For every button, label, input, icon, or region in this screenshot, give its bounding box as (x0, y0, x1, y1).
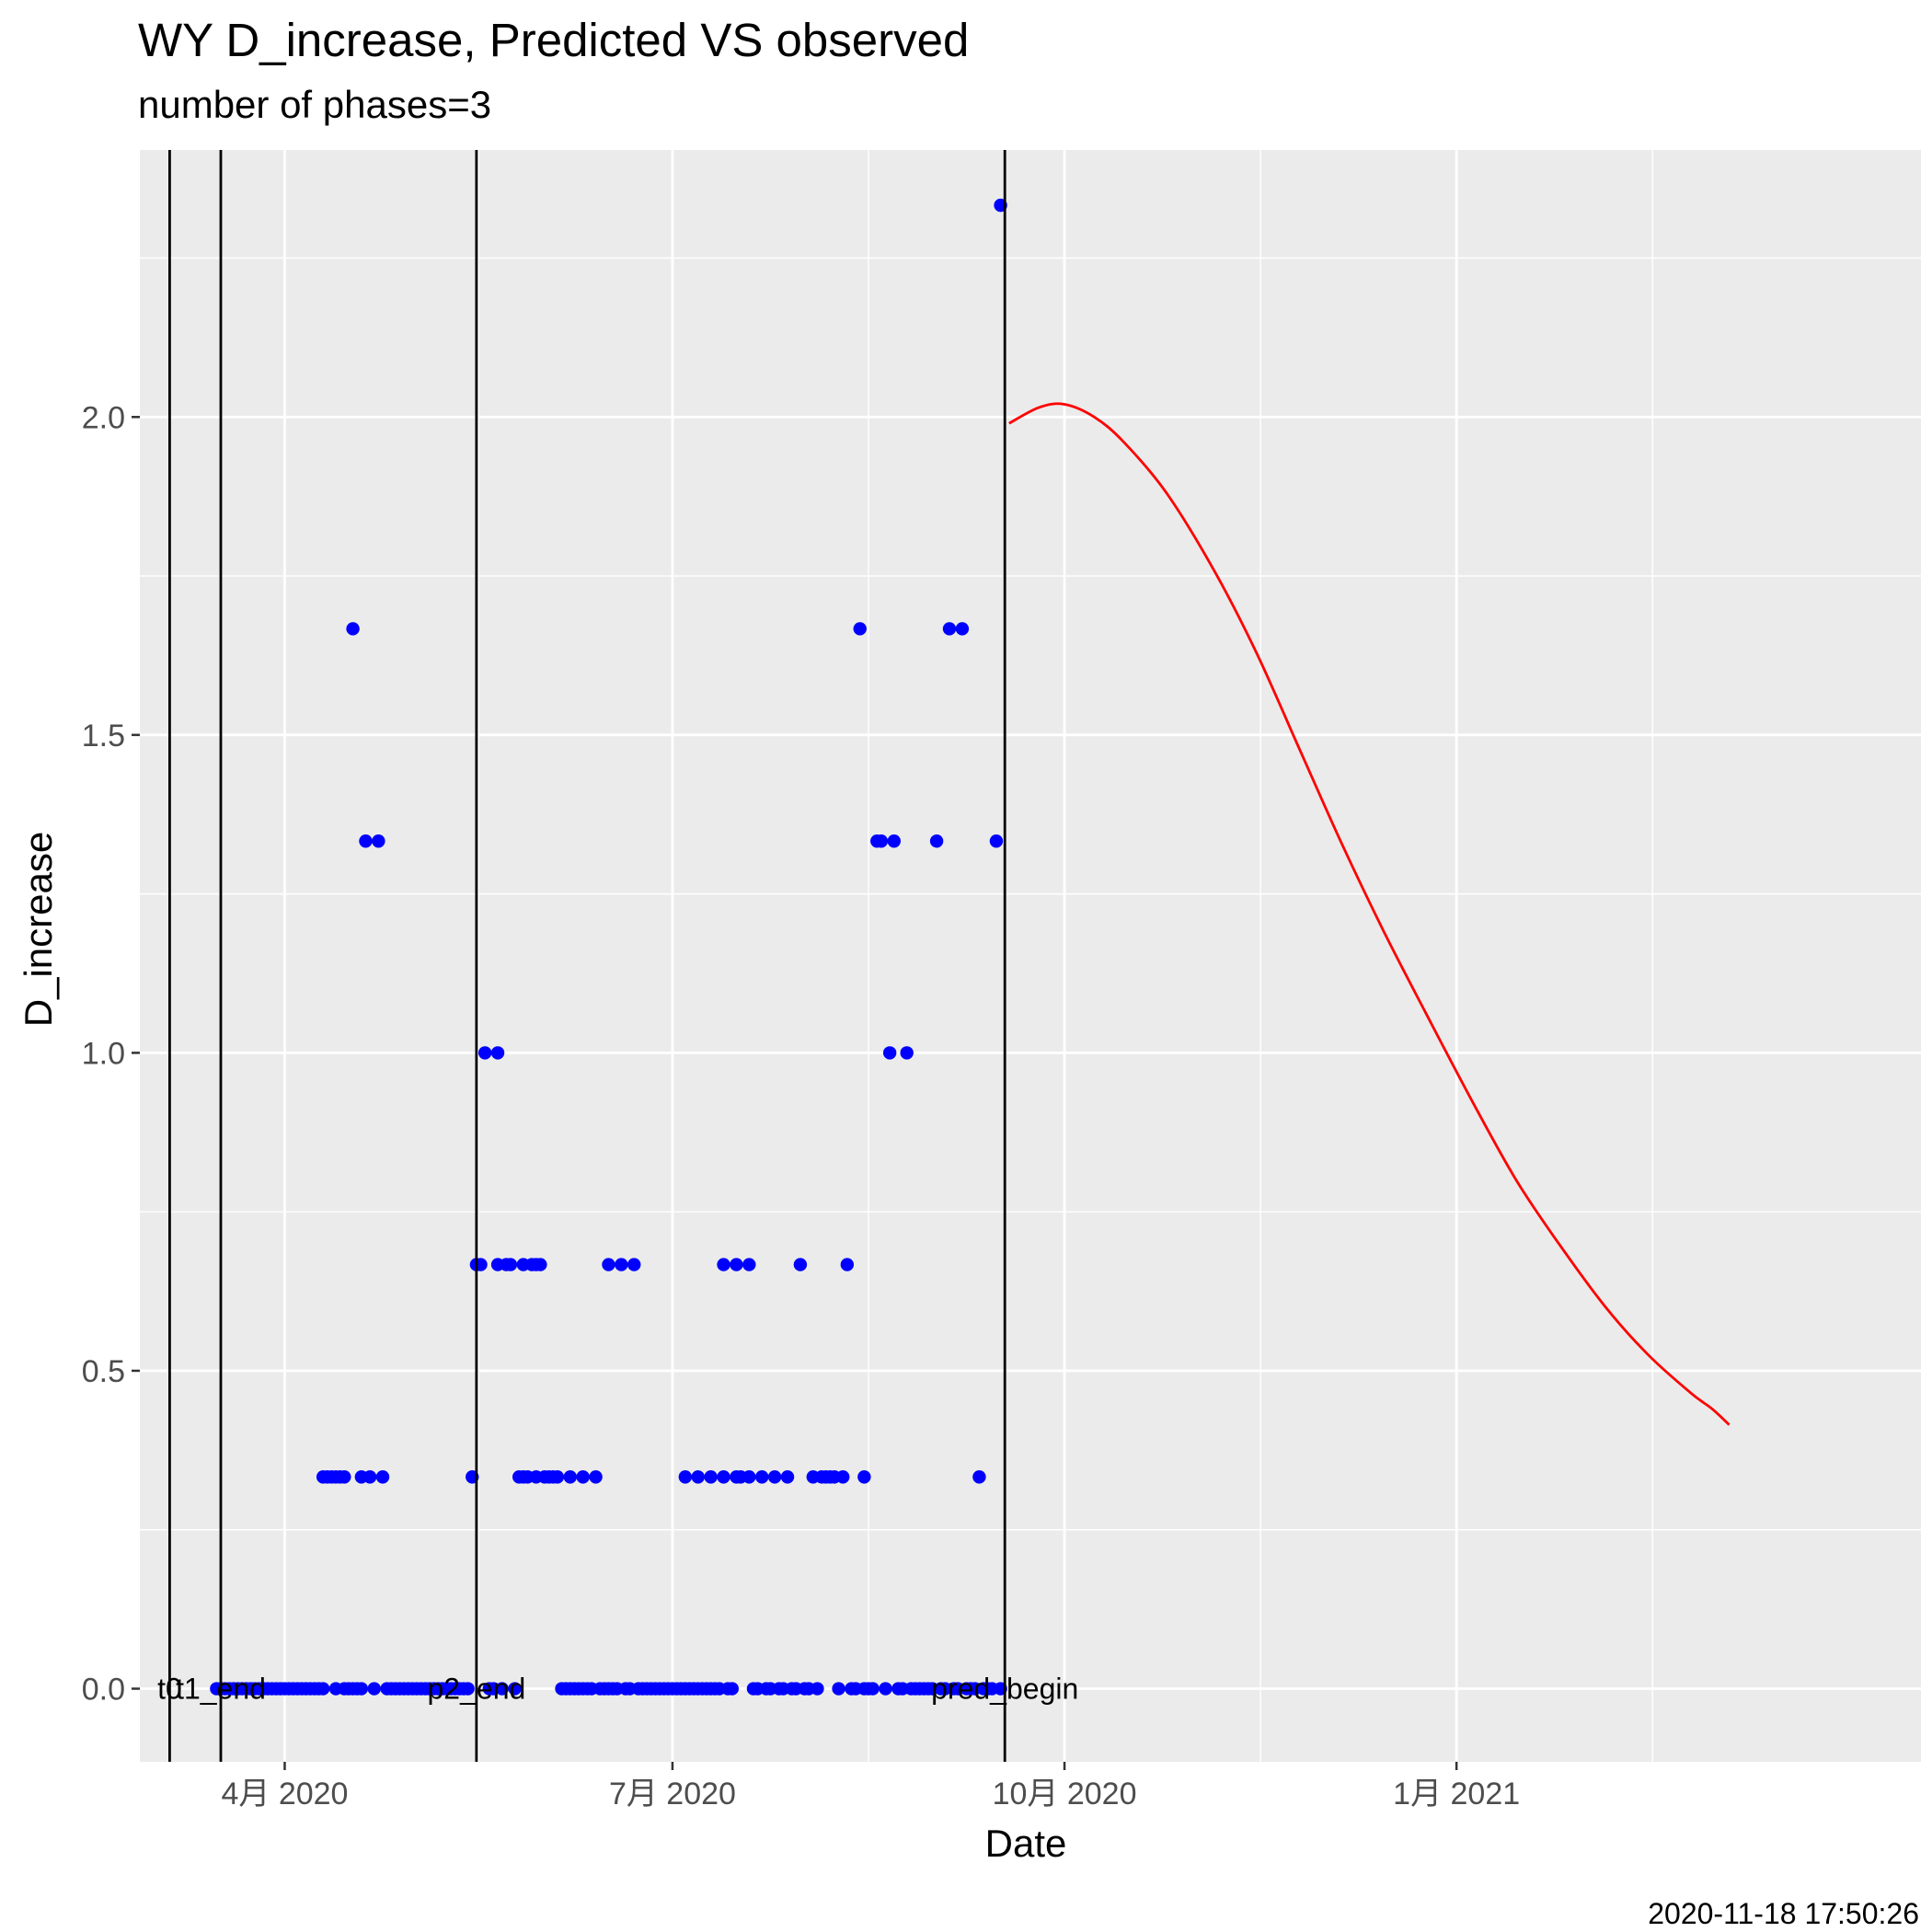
observed-point (589, 1470, 603, 1484)
x-tick-label: 1月 2021 (1393, 1777, 1520, 1811)
y-tick-label: 1.0 (82, 1036, 125, 1071)
chart-subtitle: number of phases=3 (138, 83, 492, 126)
observed-point (767, 1470, 782, 1484)
observed-point (367, 1682, 381, 1696)
observed-point (375, 1470, 390, 1484)
observed-point (832, 1682, 845, 1696)
chart-title: WY D_increase, Predicted VS observed (138, 14, 970, 66)
observed-point (836, 1470, 850, 1484)
observed-point (316, 1682, 330, 1696)
observed-point (678, 1470, 693, 1484)
observed-point (989, 834, 1004, 848)
observed-point (615, 1258, 628, 1271)
x-tick-label: 4月 2020 (221, 1777, 348, 1811)
chart-caption: 2020-11-18 17:50:26 (1648, 1897, 1919, 1930)
phase-vline-label: t1_end (176, 1673, 266, 1706)
observed-point (780, 1470, 795, 1484)
observed-point (495, 1682, 509, 1696)
observed-point (550, 1470, 565, 1484)
observed-point (627, 1258, 641, 1271)
observed-point (900, 1046, 914, 1060)
observed-point (866, 1682, 880, 1696)
observed-point (563, 1470, 577, 1484)
observed-point (811, 1682, 824, 1696)
x-tick-label: 7月 2020 (609, 1777, 736, 1811)
observed-point (725, 1682, 739, 1696)
plot-panel (140, 150, 1921, 1762)
observed-point (602, 1258, 615, 1271)
observed-point (691, 1470, 705, 1484)
observed-point (576, 1470, 590, 1484)
observed-point (346, 622, 360, 636)
observed-point (793, 1258, 808, 1271)
observed-point (742, 1258, 756, 1271)
axes: 0.0 0.5 1.0 1.5 2.0 4月 2020 7月 2020 10月 2020 1月 … (82, 400, 1520, 1811)
observed-point (887, 834, 901, 848)
observed-point (717, 1470, 730, 1484)
observed-point (882, 1046, 897, 1060)
observed-point (362, 1470, 377, 1484)
observed-point (534, 1258, 547, 1271)
observed-point (477, 1046, 492, 1060)
observed-point (372, 834, 385, 848)
observed-point (730, 1258, 743, 1271)
y-tick-label: 2.0 (82, 400, 125, 435)
observed-point (972, 1470, 986, 1484)
observed-point (942, 622, 957, 636)
gridlines (140, 150, 1921, 1762)
observed-point (490, 1046, 505, 1060)
observed-point (929, 834, 944, 848)
observed-point (359, 834, 373, 848)
observed-point (755, 1470, 769, 1484)
observed-point (338, 1470, 351, 1484)
predicted-line (1008, 402, 1731, 1426)
phase-vline-label: pred_begin (931, 1673, 1078, 1706)
observed-point (461, 1682, 475, 1696)
observed-point (717, 1258, 730, 1271)
observed-point (955, 622, 970, 636)
phase-vline-label: t0 (157, 1673, 182, 1706)
observed-point (354, 1682, 369, 1696)
observed-point (874, 834, 889, 848)
y-tick-label: 0.0 (82, 1673, 125, 1708)
x-tick-label: 10月 2020 (993, 1777, 1137, 1811)
observed-point (508, 1682, 522, 1696)
observed-point (742, 1470, 756, 1484)
observed-point (879, 1682, 892, 1696)
observed-point (704, 1470, 718, 1484)
y-axis-label: D_increase (17, 831, 60, 1028)
y-tick-label: 1.5 (82, 719, 125, 753)
observed-point (503, 1258, 518, 1271)
observed-points (210, 198, 1007, 1696)
observed-point (857, 1470, 871, 1484)
observed-point (840, 1258, 855, 1271)
observed-point (853, 622, 867, 636)
x-axis-label: Date (984, 1822, 1067, 1865)
phase-vline-label: p2_end (428, 1673, 526, 1706)
y-tick-label: 0.5 (82, 1354, 125, 1389)
